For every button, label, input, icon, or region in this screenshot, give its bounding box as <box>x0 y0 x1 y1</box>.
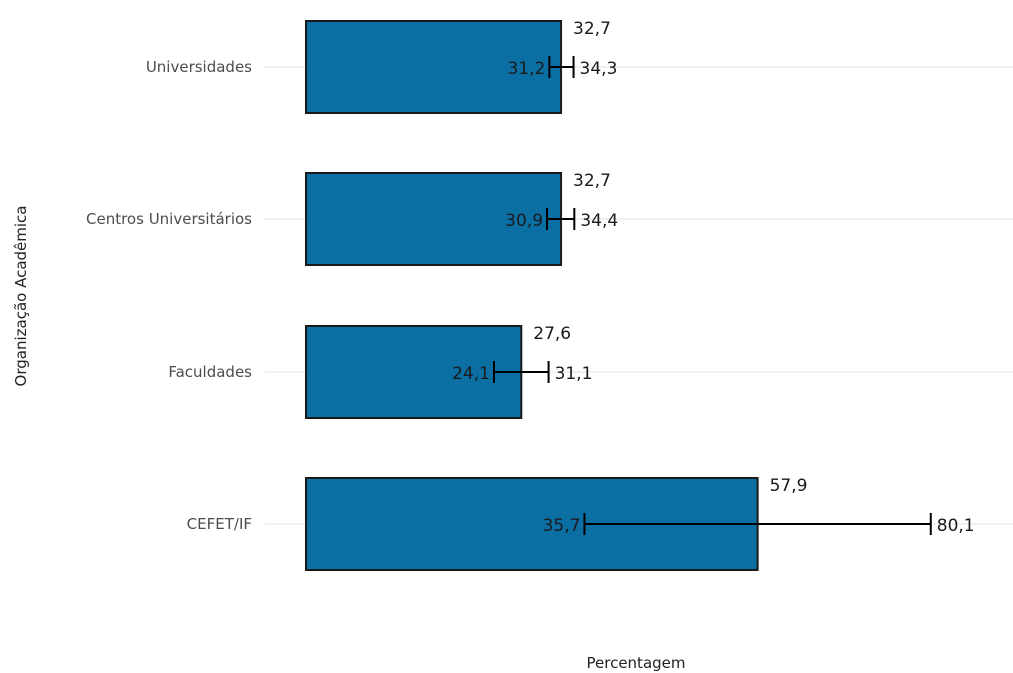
bar <box>305 20 563 114</box>
category-label: Faculdades <box>168 363 252 381</box>
y-axis-title: Organização Acadêmica <box>12 206 30 387</box>
gridlines <box>265 66 1013 525</box>
category-label: Universidades <box>146 58 252 76</box>
error-high-label: 80,1 <box>937 516 975 536</box>
bar <box>305 325 523 419</box>
value-label: 57,9 <box>770 476 808 496</box>
error-high-label: 34,3 <box>580 59 618 79</box>
category-label: CEFET/IF <box>187 515 252 533</box>
error-low-label: 31,2 <box>508 59 546 79</box>
error-high-label: 31,1 <box>555 364 593 384</box>
labels: Universidades 32,7 31,2 34,3 Centros Univers… <box>86 19 975 536</box>
category-label: Centros Universitários <box>86 210 252 228</box>
x-axis-title: Percentagem <box>587 654 686 672</box>
error-low-label: 24,1 <box>452 364 490 384</box>
value-label: 32,7 <box>573 19 611 39</box>
error-high-label: 34,4 <box>580 211 618 231</box>
error-low-label: 35,7 <box>543 516 581 536</box>
bar <box>305 172 563 266</box>
bars <box>305 20 759 571</box>
error-bars <box>492 56 932 535</box>
value-label: 27,6 <box>533 324 571 344</box>
value-label: 32,7 <box>573 171 611 191</box>
error-low-label: 30,9 <box>505 211 543 231</box>
